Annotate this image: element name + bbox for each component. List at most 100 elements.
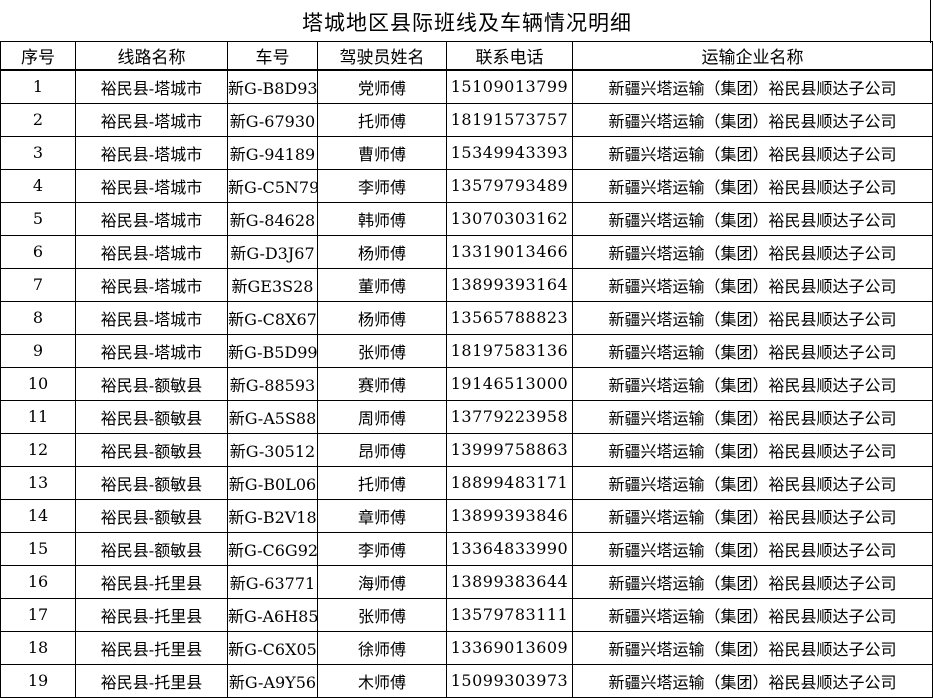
cell-serial: 17 (0, 597, 76, 632)
cell-driver: 周师傅 (317, 399, 447, 434)
cell-company: 新疆兴塔运输（集团）裕民县顺达子公司 (572, 168, 933, 203)
header-phone: 联系电话 (446, 41, 573, 71)
table-row: 9 裕民县-塔城市 新G-B5D99 张师傅 18197583136 新疆兴塔运… (0, 333, 933, 368)
cell-company: 新疆兴塔运输（集团）裕民县顺达子公司 (572, 135, 933, 170)
cell-serial: 11 (0, 399, 76, 434)
cell-driver: 李师傅 (317, 531, 447, 566)
cell-phone: 13369013609 (446, 630, 573, 665)
cell-route: 裕民县-额敏县 (75, 366, 228, 401)
cell-driver: 海师傅 (317, 564, 447, 599)
cell-driver: 李师傅 (317, 168, 447, 203)
cell-phone: 15349943393 (446, 135, 573, 170)
cell-phone: 13364833990 (446, 531, 573, 566)
cell-driver: 杨师傅 (317, 234, 447, 269)
cell-driver: 托师傅 (317, 102, 447, 137)
cell-serial: 12 (0, 432, 76, 467)
cell-serial: 18 (0, 630, 76, 665)
cell-vehicle: 新G-84628 (227, 201, 318, 236)
cell-phone: 13565788823 (446, 300, 573, 335)
page-title: 塔城地区县际班线及车辆情况明细 (302, 10, 632, 35)
header-company: 运输企业名称 (572, 41, 933, 71)
cell-serial: 3 (0, 135, 76, 170)
cell-company: 新疆兴塔运输（集团）裕民县顺达子公司 (572, 102, 933, 137)
cell-serial: 9 (0, 333, 76, 368)
cell-driver: 党师傅 (317, 69, 447, 104)
cell-phone: 18899483171 (446, 465, 573, 500)
cell-serial: 8 (0, 300, 76, 335)
cell-route: 裕民县-托里县 (75, 663, 228, 698)
cell-route: 裕民县-托里县 (75, 564, 228, 599)
cell-route: 裕民县-托里县 (75, 597, 228, 632)
cell-route: 裕民县-塔城市 (75, 201, 228, 236)
table-row: 4 裕民县-塔城市 新G-C5N79 李师傅 13579793489 新疆兴塔运… (0, 168, 933, 203)
cell-phone: 13899393164 (446, 267, 573, 302)
cell-driver: 昂师傅 (317, 432, 447, 467)
cell-driver: 章师傅 (317, 498, 447, 533)
cell-driver: 赛师傅 (317, 366, 447, 401)
cell-phone: 13319013466 (446, 234, 573, 269)
cell-company: 新疆兴塔运输（集团）裕民县顺达子公司 (572, 663, 933, 698)
table-row: 12 裕民县-额敏县 新G-30512 昂师傅 13999758863 新疆兴塔… (0, 432, 933, 467)
cell-company: 新疆兴塔运输（集团）裕民县顺达子公司 (572, 498, 933, 533)
cell-route: 裕民县-塔城市 (75, 135, 228, 170)
cell-route: 裕民县-塔城市 (75, 168, 228, 203)
cell-serial: 15 (0, 531, 76, 566)
table-row: 16 裕民县-托里县 新G-63771 海师傅 13899383644 新疆兴塔… (0, 564, 933, 599)
cell-route: 裕民县-托里县 (75, 630, 228, 665)
table-header-row: 序号 线路名称 车号 驾驶员姓名 联系电话 运输企业名称 (0, 41, 933, 71)
cell-phone: 13779223958 (446, 399, 573, 434)
cell-driver: 张师傅 (317, 333, 447, 368)
cell-driver: 徐师傅 (317, 630, 447, 665)
cell-serial: 7 (0, 267, 76, 302)
cell-driver: 张师傅 (317, 597, 447, 632)
cell-company: 新疆兴塔运输（集团）裕民县顺达子公司 (572, 366, 933, 401)
table-row: 10 裕民县-额敏县 新G-88593 赛师傅 19146513000 新疆兴塔… (0, 366, 933, 401)
cell-vehicle: 新G-B8D93 (227, 69, 318, 104)
cell-driver: 木师傅 (317, 663, 447, 698)
table-row: 2 裕民县-塔城市 新G-67930 托师傅 18191573757 新疆兴塔运… (0, 102, 933, 137)
cell-phone: 13579793489 (446, 168, 573, 203)
cell-route: 裕民县-塔城市 (75, 102, 228, 137)
title-right-border (930, 0, 931, 43)
table-row: 1 裕民县-塔城市 新G-B8D93 党师傅 15109013799 新疆兴塔运… (0, 69, 933, 104)
table-row: 5 裕民县-塔城市 新G-84628 韩师傅 13070303162 新疆兴塔运… (0, 201, 933, 236)
cell-serial: 1 (0, 69, 76, 104)
header-route: 线路名称 (75, 41, 228, 71)
cell-route: 裕民县-塔城市 (75, 333, 228, 368)
cell-vehicle: 新GE3S28 (227, 267, 318, 302)
cell-serial: 2 (0, 102, 76, 137)
table-row: 11 裕民县-额敏县 新G-A5S88 周师傅 13779223958 新疆兴塔… (0, 399, 933, 434)
cell-vehicle: 新G-88593 (227, 366, 318, 401)
cell-serial: 14 (0, 498, 76, 533)
cell-route: 裕民县-额敏县 (75, 432, 228, 467)
table-body: 1 裕民县-塔城市 新G-B8D93 党师傅 15109013799 新疆兴塔运… (0, 69, 933, 698)
cell-vehicle: 新G-A6H85 (227, 597, 318, 632)
cell-company: 新疆兴塔运输（集团）裕民县顺达子公司 (572, 69, 933, 104)
cell-phone: 18197583136 (446, 333, 573, 368)
cell-company: 新疆兴塔运输（集团）裕民县顺达子公司 (572, 234, 933, 269)
cell-company: 新疆兴塔运输（集团）裕民县顺达子公司 (572, 399, 933, 434)
cell-company: 新疆兴塔运输（集团）裕民县顺达子公司 (572, 432, 933, 467)
cell-vehicle: 新G-C6X05 (227, 630, 318, 665)
cell-phone: 15099303973 (446, 663, 573, 698)
cell-company: 新疆兴塔运输（集团）裕民县顺达子公司 (572, 300, 933, 335)
cell-phone: 13070303162 (446, 201, 573, 236)
header-serial: 序号 (0, 41, 76, 71)
cell-serial: 10 (0, 366, 76, 401)
cell-route: 裕民县-额敏县 (75, 399, 228, 434)
cell-vehicle: 新G-30512 (227, 432, 318, 467)
cell-driver: 董师傅 (317, 267, 447, 302)
cell-vehicle: 新G-63771 (227, 564, 318, 599)
table-row: 13 裕民县-额敏县 新G-B0L06 托师傅 18899483171 新疆兴塔… (0, 465, 933, 500)
cell-route: 裕民县-塔城市 (75, 69, 228, 104)
cell-company: 新疆兴塔运输（集团）裕民县顺达子公司 (572, 333, 933, 368)
cell-phone: 18191573757 (446, 102, 573, 137)
cell-phone: 15109013799 (446, 69, 573, 104)
cell-company: 新疆兴塔运输（集团）裕民县顺达子公司 (572, 630, 933, 665)
table-row: 19 裕民县-托里县 新G-A9Y56 木师傅 15099303973 新疆兴塔… (0, 663, 933, 698)
cell-serial: 19 (0, 663, 76, 698)
cell-phone: 19146513000 (446, 366, 573, 401)
cell-serial: 4 (0, 168, 76, 203)
cell-route: 裕民县-额敏县 (75, 531, 228, 566)
table-row: 18 裕民县-托里县 新G-C6X05 徐师傅 13369013609 新疆兴塔… (0, 630, 933, 665)
